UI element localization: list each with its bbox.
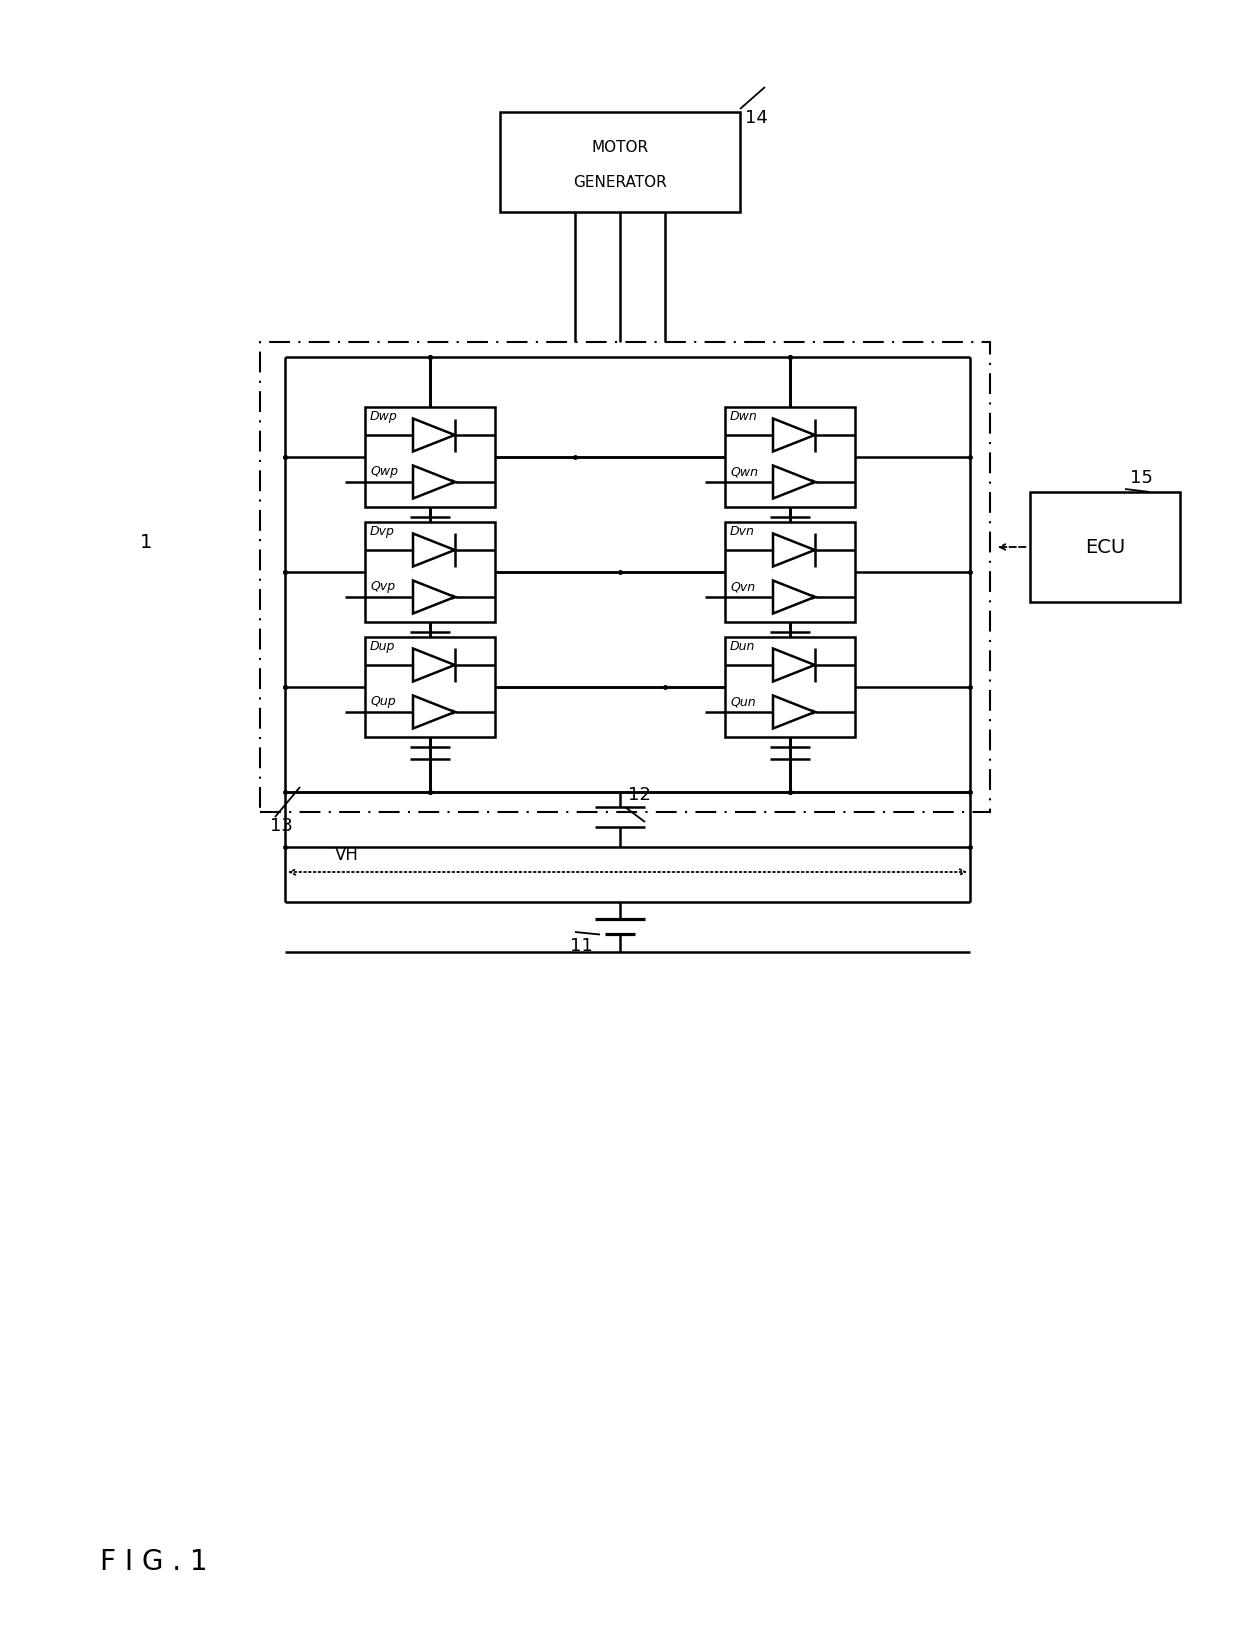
Text: Dup: Dup xyxy=(370,640,396,654)
Text: 15: 15 xyxy=(1130,470,1153,488)
Text: 14: 14 xyxy=(745,108,768,126)
Bar xyxy=(725,637,856,737)
Text: F I G . 1: F I G . 1 xyxy=(100,1548,207,1576)
Bar xyxy=(365,407,495,507)
Bar xyxy=(365,637,495,737)
Text: Qwn: Qwn xyxy=(730,465,758,478)
Bar xyxy=(725,522,856,622)
Text: 1: 1 xyxy=(140,532,153,552)
Text: Dun: Dun xyxy=(730,640,755,654)
Text: Dwn: Dwn xyxy=(730,410,758,424)
Text: MOTOR: MOTOR xyxy=(591,140,649,154)
Text: 12: 12 xyxy=(627,787,651,805)
Bar xyxy=(725,407,856,507)
Text: ECU: ECU xyxy=(1085,537,1125,557)
Text: Dvn: Dvn xyxy=(730,525,755,539)
Text: Qup: Qup xyxy=(370,695,396,708)
Bar xyxy=(1030,493,1180,603)
Text: Qun: Qun xyxy=(730,695,755,708)
Text: Qvp: Qvp xyxy=(370,580,396,593)
Text: 11: 11 xyxy=(570,938,593,956)
Bar xyxy=(260,342,990,813)
Text: Qvn: Qvn xyxy=(730,580,755,593)
Text: Dwp: Dwp xyxy=(370,410,398,424)
Text: Qwp: Qwp xyxy=(370,465,398,478)
Bar xyxy=(365,522,495,622)
Text: 13: 13 xyxy=(270,818,293,836)
Bar xyxy=(500,112,740,212)
Text: Dvp: Dvp xyxy=(370,525,394,539)
Text: VH: VH xyxy=(335,846,358,864)
Text: GENERATOR: GENERATOR xyxy=(573,174,667,189)
